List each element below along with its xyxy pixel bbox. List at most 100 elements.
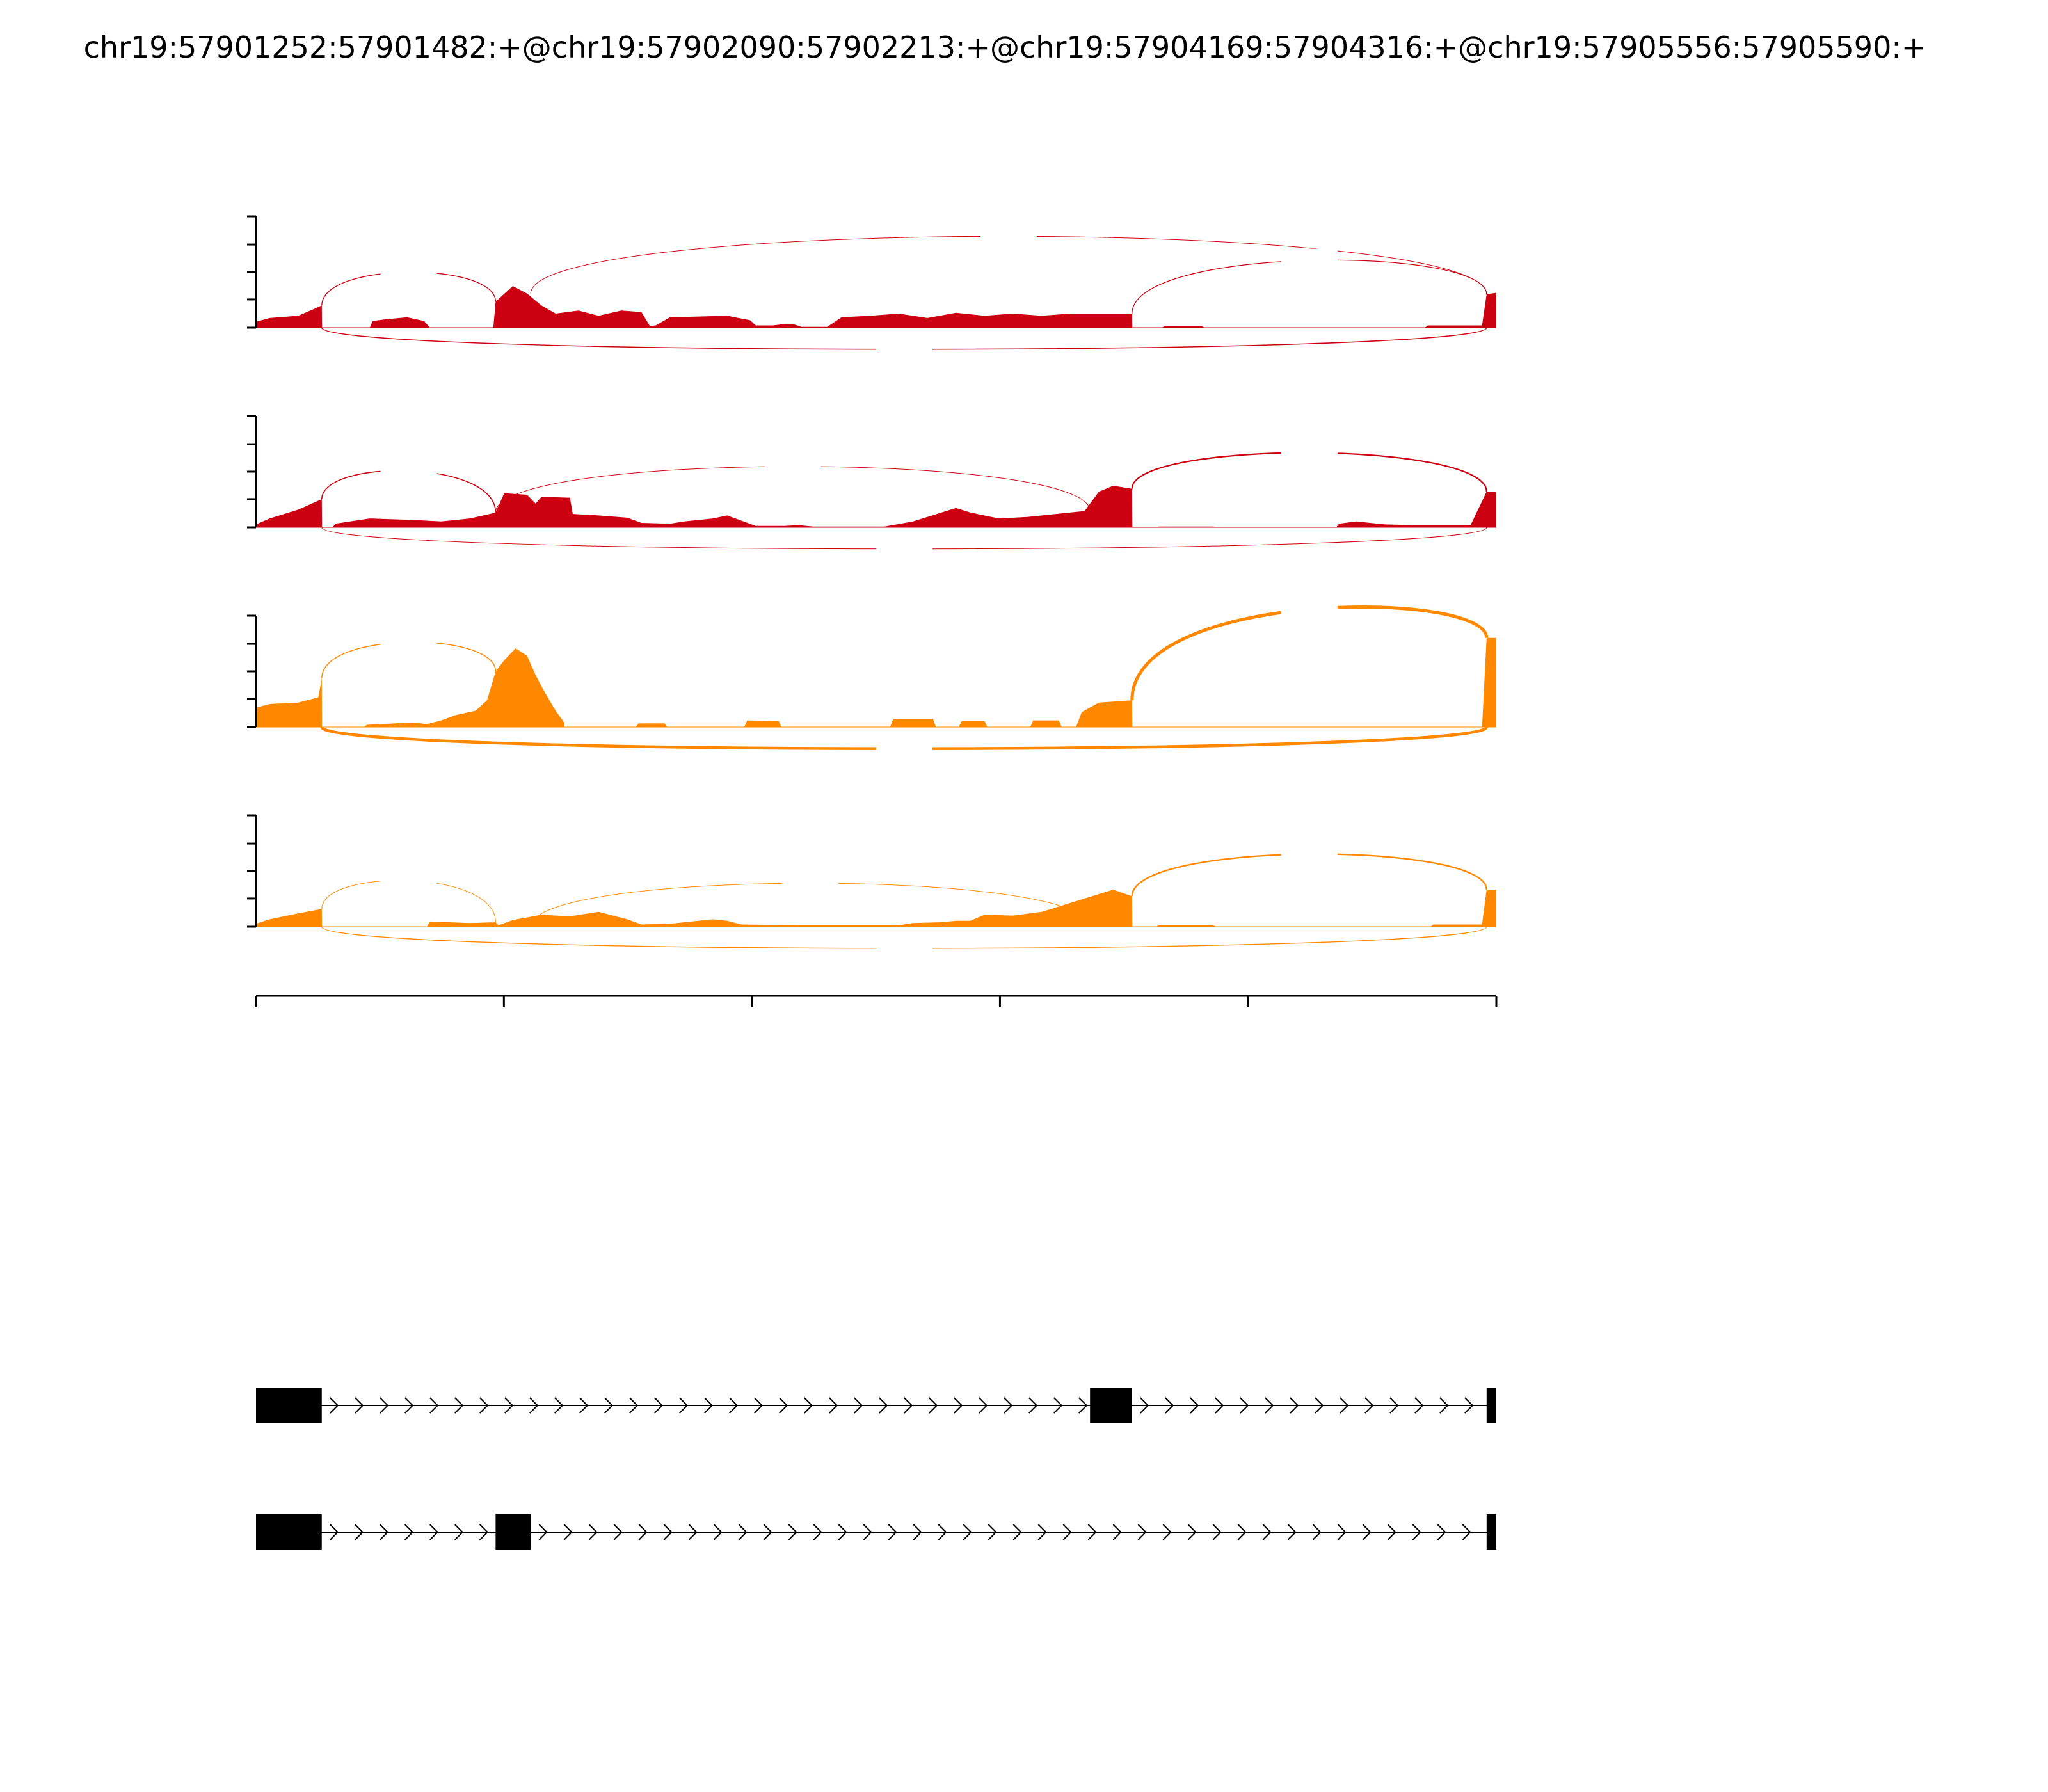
strand-arrow xyxy=(1240,1397,1249,1414)
strand-arrow xyxy=(938,1524,947,1540)
strand-arrow xyxy=(604,1397,614,1414)
strand-arrow xyxy=(1212,1524,1222,1540)
strand-arrow xyxy=(1187,1524,1197,1540)
junction-label-bg xyxy=(1281,603,1338,629)
sample-panel xyxy=(247,603,1496,760)
strand-arrow xyxy=(963,1524,972,1540)
junction-label-bg xyxy=(876,734,932,760)
junction-label-bg xyxy=(764,452,821,479)
sample-panel xyxy=(247,215,1496,361)
coverage-area xyxy=(256,890,1496,927)
strand-arrow xyxy=(1078,1397,1088,1414)
strand-arrow xyxy=(1337,1524,1347,1540)
strand-arrow xyxy=(1387,1524,1396,1540)
strand-arrow xyxy=(504,1397,514,1414)
strand-arrow xyxy=(738,1524,748,1540)
junction-label-bg xyxy=(380,454,437,481)
junction-label-bg xyxy=(876,934,932,960)
strand-arrow xyxy=(663,1524,673,1540)
strand-arrow xyxy=(1190,1397,1199,1414)
strand-arrow xyxy=(763,1524,772,1540)
strand-arrow xyxy=(563,1524,573,1540)
strand-arrow xyxy=(588,1524,598,1540)
strand-arrow xyxy=(429,1397,439,1414)
strand-arrow xyxy=(638,1524,648,1540)
strand-arrow xyxy=(629,1397,639,1414)
strand-arrow xyxy=(1389,1397,1399,1414)
junction-label-bg xyxy=(1281,438,1338,464)
strand-arrow xyxy=(1004,1397,1013,1414)
x-axis xyxy=(255,995,1498,1007)
junction-label-bg xyxy=(380,865,437,891)
junction-label-bg xyxy=(1281,248,1338,275)
strand-arrow xyxy=(863,1524,872,1540)
strand-arrow xyxy=(838,1524,847,1540)
strand-arrow xyxy=(1215,1397,1224,1414)
strand-arrow xyxy=(804,1397,813,1414)
exon-block xyxy=(495,1514,531,1550)
strand-arrow xyxy=(688,1524,698,1540)
strand-arrow xyxy=(1265,1397,1274,1414)
strand-arrow xyxy=(713,1524,723,1540)
strand-arrow xyxy=(1262,1524,1272,1540)
strand-arrow xyxy=(1287,1524,1297,1540)
strand-arrow xyxy=(479,1397,489,1414)
strand-arrow xyxy=(704,1397,714,1414)
strand-arrow xyxy=(854,1397,863,1414)
sample-panels xyxy=(247,215,1496,960)
strand-arrow xyxy=(355,1397,364,1414)
strand-arrow xyxy=(380,1397,389,1414)
junction-label-bg xyxy=(876,335,932,361)
strand-arrow xyxy=(1237,1524,1247,1540)
isoform-tracks xyxy=(256,1388,1496,1550)
strand-arrow xyxy=(829,1397,838,1414)
strand-arrow xyxy=(613,1524,623,1540)
strand-arrow xyxy=(1464,1397,1474,1414)
strand-arrow xyxy=(754,1397,764,1414)
coverage-area xyxy=(256,286,1496,328)
isoform-track xyxy=(256,1388,1496,1423)
strand-arrow xyxy=(1053,1397,1063,1414)
strand-arrow xyxy=(454,1524,464,1540)
strand-arrow xyxy=(1028,1397,1038,1414)
strand-arrow xyxy=(1087,1524,1097,1540)
junction-label-bg xyxy=(1281,840,1338,867)
strand-arrow xyxy=(529,1397,539,1414)
strand-arrow xyxy=(813,1524,822,1540)
sample-panel xyxy=(247,814,1496,960)
strand-arrow xyxy=(380,1524,389,1540)
strand-arrow xyxy=(929,1397,938,1414)
strand-arrow xyxy=(729,1397,739,1414)
strand-arrow xyxy=(988,1524,997,1540)
strand-arrow xyxy=(1315,1397,1324,1414)
coverage-area xyxy=(256,486,1496,527)
strand-arrow xyxy=(1439,1397,1449,1414)
strand-arrow xyxy=(679,1397,689,1414)
exon-block xyxy=(1486,1388,1496,1423)
strand-arrow xyxy=(1412,1524,1421,1540)
strand-arrow xyxy=(1162,1524,1172,1540)
strand-arrow xyxy=(404,1397,414,1414)
strand-arrow xyxy=(554,1397,564,1414)
strand-arrow xyxy=(1012,1524,1022,1540)
junction-label-bg xyxy=(380,258,437,284)
exon-block xyxy=(256,1388,322,1423)
strand-arrow xyxy=(330,1524,339,1540)
strand-arrow xyxy=(654,1397,664,1414)
strand-arrow xyxy=(1437,1524,1446,1540)
coverage-area xyxy=(256,637,1496,727)
strand-arrow xyxy=(538,1524,548,1540)
strand-arrow xyxy=(979,1397,988,1414)
strand-arrow xyxy=(1140,1397,1149,1414)
strand-arrow xyxy=(954,1397,963,1414)
strand-arrow xyxy=(479,1524,489,1540)
strand-arrow xyxy=(1312,1524,1322,1540)
strand-arrow xyxy=(429,1524,439,1540)
exon-block xyxy=(256,1514,322,1550)
junction-label-bg xyxy=(980,222,1037,248)
sample-panel xyxy=(247,415,1496,561)
strand-arrow xyxy=(1137,1524,1147,1540)
exon-block xyxy=(1090,1388,1132,1423)
figure-title: chr19:57901252:57901482:+@chr19:57902090… xyxy=(84,30,1926,65)
